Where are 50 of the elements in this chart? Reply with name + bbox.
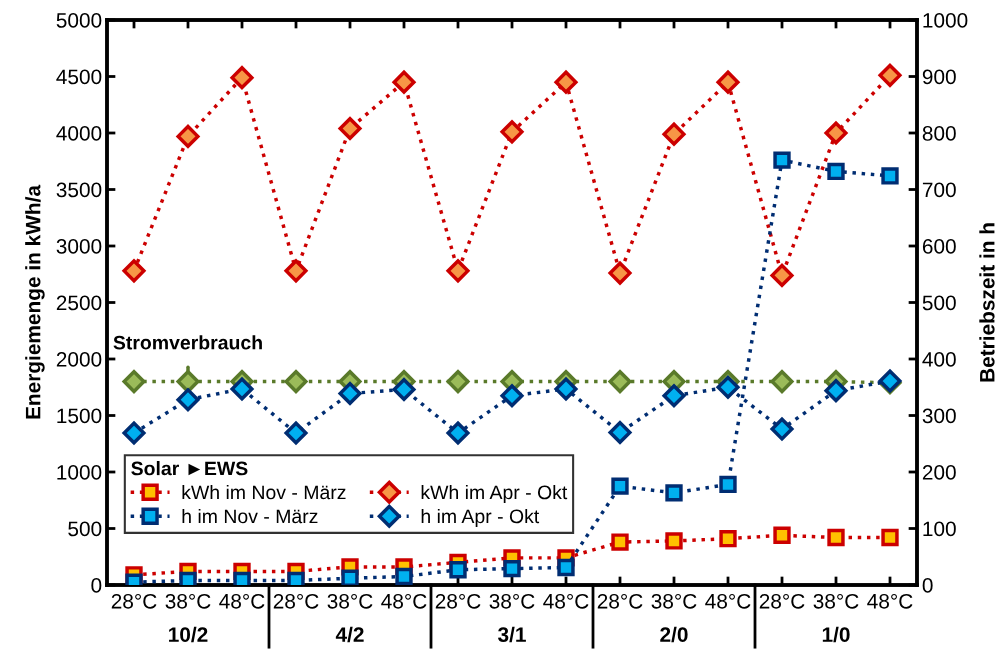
legend-label: kWh im Nov - März <box>182 484 346 500</box>
y2-tick-label: 200 <box>922 465 956 480</box>
y2-tick-label: 600 <box>922 239 956 254</box>
x-tick-label: 48°C <box>381 593 427 609</box>
text: 2/0 <box>660 626 688 643</box>
legend-label: h im Apr - Okt <box>421 508 540 528</box>
x-tick-label: 28°C <box>435 593 481 609</box>
x-tick-label: 48°C <box>867 593 913 609</box>
x-tick-label: 48°C <box>705 593 751 609</box>
text: 3/1 <box>498 626 526 643</box>
y2-tick-label: 300 <box>922 408 956 424</box>
y-tick-label: 1500 <box>57 408 102 424</box>
x-tick-label: 38°C <box>651 593 697 609</box>
y-tick-label: 2000 <box>56 352 102 367</box>
y2-tick-label: 700 <box>922 182 956 198</box>
text: 4/2 <box>335 626 364 643</box>
y-tick-label: 500 <box>68 521 102 537</box>
legend-label: h im Nov - März <box>182 508 318 524</box>
x-tick-label: 38°C <box>327 593 373 609</box>
y-tick-label: 1000 <box>57 465 102 480</box>
y-tick-label: 0 <box>91 578 102 593</box>
y-tick-label: 2500 <box>56 295 102 311</box>
x-tick-label: 38°C <box>489 593 535 609</box>
y-tick-label: 4000 <box>56 126 102 141</box>
x-tick-label: 48°C <box>219 593 265 609</box>
legend-label: kWh im Apr - Okt <box>421 484 568 504</box>
y-axis-title: Energiemenge in kWh/a <box>25 184 45 419</box>
x-tick-label: 38°C <box>813 593 859 609</box>
y2-tick-label: 0 <box>922 578 933 593</box>
x-tick-label: 28°C <box>759 593 805 609</box>
y2-tick-label: 400 <box>922 352 956 367</box>
text: 10/2 <box>169 626 208 643</box>
y2-tick-label: 800 <box>922 126 956 141</box>
y-tick-label: 4500 <box>56 69 102 85</box>
y2-axis-title: Betriebszeit in h <box>979 223 995 382</box>
legend-title: Solar ►EWS <box>131 461 248 476</box>
x-tick-label: 28°C <box>597 593 643 609</box>
text: 1/0 <box>822 626 850 643</box>
y-tick-label: 3500 <box>56 182 102 198</box>
x-tick-label: 48°C <box>543 593 589 609</box>
x-tick-label: 28°C <box>273 593 319 609</box>
series-label: Stromverbrauch <box>113 335 262 350</box>
y2-tick-label: 1000 <box>923 13 968 28</box>
x-tick-label: 38°C <box>165 593 211 609</box>
y2-tick-label: 900 <box>922 69 956 85</box>
x-tick-label: 28°C <box>111 593 157 609</box>
y2-tick-label: 500 <box>922 295 956 311</box>
y2-tick-label: 100 <box>923 521 956 537</box>
y-tick-label: 5000 <box>56 13 102 28</box>
y-tick-label: 3000 <box>56 239 102 254</box>
